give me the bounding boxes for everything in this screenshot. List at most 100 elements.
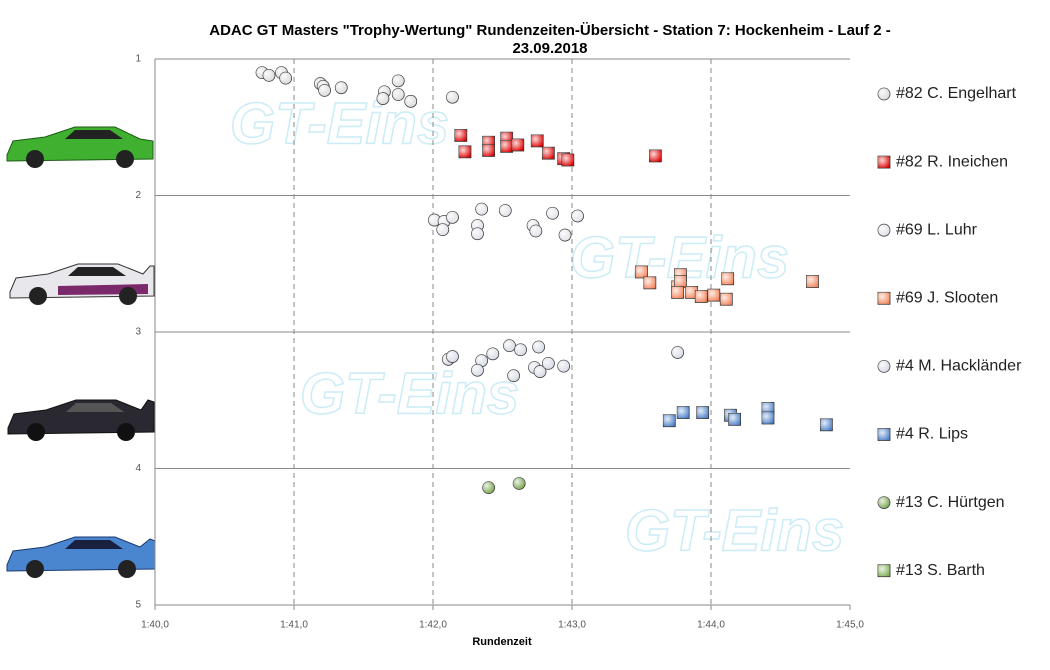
point	[471, 363, 484, 377]
marker-shine	[471, 227, 484, 240]
legend-marker	[877, 428, 891, 441]
point	[694, 290, 708, 303]
point	[671, 286, 685, 299]
point	[533, 365, 547, 378]
marker-shine	[529, 224, 542, 237]
point	[676, 406, 690, 419]
legend-marker	[877, 564, 891, 578]
y-tick-label: 5	[135, 600, 141, 611]
marker-shine	[458, 145, 471, 158]
marker-shine	[720, 293, 733, 306]
legend-marker	[877, 87, 891, 101]
point	[334, 81, 348, 95]
marker-shine	[546, 207, 559, 220]
legend-label: #69 L. Luhr	[896, 221, 978, 238]
point	[503, 339, 516, 353]
point	[446, 210, 459, 224]
point	[671, 346, 685, 359]
marker-shine	[878, 360, 890, 373]
point	[541, 356, 555, 370]
y-tick-label: 1	[135, 54, 141, 65]
legend-label: #82 R. Ineichen	[896, 153, 1008, 170]
legend-label: #4 R. Lips	[896, 426, 968, 443]
marker-shine	[663, 414, 676, 427]
marker-shine	[671, 286, 684, 299]
point	[557, 359, 571, 373]
legend-marker	[877, 359, 891, 373]
point	[262, 68, 276, 82]
marker-shine	[635, 265, 648, 278]
marker-shine	[806, 275, 819, 288]
marker-shine	[475, 203, 488, 216]
marker-shine	[878, 224, 890, 237]
marker-shine	[318, 84, 331, 97]
point	[806, 275, 819, 288]
point	[674, 275, 687, 288]
car-white	[9, 263, 155, 305]
x-tick-label: 1:40,0	[141, 620, 169, 631]
marker-shine	[878, 564, 890, 577]
marker-shine	[534, 365, 547, 378]
marker-shine	[878, 156, 890, 169]
marker-shine	[685, 286, 698, 299]
marker-shine	[559, 229, 572, 242]
point	[530, 134, 544, 148]
marker-shine	[761, 411, 774, 424]
legend-label: #13 C. Hürtgen	[896, 494, 1005, 511]
marker-shine	[542, 147, 555, 160]
marker-shine	[499, 204, 512, 217]
point	[512, 477, 526, 490]
marker-shine	[571, 209, 584, 222]
marker-shine	[643, 276, 656, 289]
marker-shine	[482, 481, 495, 494]
x-tick-label: 1:41,0	[280, 620, 308, 631]
marker-shine	[561, 154, 574, 167]
point	[514, 343, 527, 357]
point	[561, 153, 575, 167]
point	[458, 145, 472, 159]
marker-shine	[513, 477, 526, 490]
marker-shine	[262, 69, 275, 82]
legend-label: #82 C. Engelhart	[896, 85, 1017, 102]
marker-shine	[511, 138, 524, 151]
marker-shine	[557, 360, 570, 373]
legend-marker	[877, 291, 891, 305]
point	[541, 146, 555, 160]
marker-shine	[446, 350, 459, 363]
marker-shine	[475, 354, 488, 367]
y-tick-label: 2	[135, 190, 141, 201]
point	[719, 292, 733, 306]
legend-label: #69 J. Slooten	[896, 290, 998, 307]
marker-shine	[761, 402, 774, 415]
chart-subtitle: 23.09.2018	[512, 40, 587, 57]
point	[721, 272, 735, 286]
car-green	[6, 126, 154, 168]
marker-shine	[471, 364, 484, 377]
point	[728, 412, 742, 426]
y-tick-label: 4	[135, 463, 141, 474]
legend-marker	[877, 155, 891, 169]
point	[498, 204, 512, 217]
point	[546, 206, 559, 220]
point	[446, 350, 459, 363]
point	[507, 369, 521, 383]
x-axis-title: Rundenzeit	[472, 636, 532, 648]
point	[571, 209, 584, 223]
point	[391, 88, 405, 101]
marker-shine	[878, 428, 890, 441]
marker-shine	[446, 91, 459, 104]
y-tick-label: 3	[135, 327, 141, 338]
marker-shine	[878, 496, 890, 509]
car-blue	[6, 536, 156, 578]
marker-shine	[531, 134, 544, 147]
point	[532, 340, 546, 354]
marker-shine	[878, 88, 890, 100]
point	[635, 265, 648, 279]
point	[482, 144, 496, 157]
legend-marker	[877, 223, 891, 237]
point	[391, 74, 405, 88]
marker-shine	[514, 343, 527, 356]
legend-label: #13 S. Barth	[896, 562, 985, 579]
chart-title: ADAC GT Masters "Trophy-Wertung" Rundenz…	[209, 22, 891, 39]
